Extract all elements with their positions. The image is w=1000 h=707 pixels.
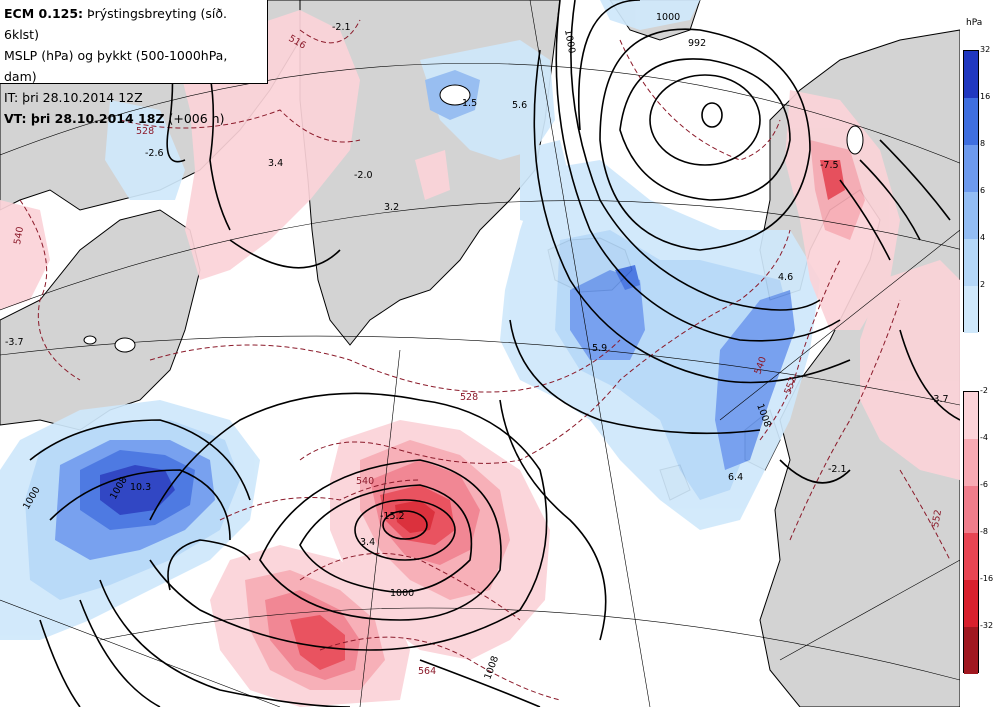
fall-swatch [964, 439, 978, 486]
valid-time-label: VT: þri 28.10.2014 18Z [4, 111, 165, 126]
fall-tick: -16 [980, 574, 994, 583]
value-label: 3.4 [268, 158, 283, 169]
value-label: -3.7 [5, 337, 24, 348]
lake-outlines [83, 84, 864, 353]
forecast-hour: (+006 h) [168, 111, 225, 126]
value-label: -7.5 [820, 160, 839, 171]
rise-tick: 16 [980, 92, 991, 101]
init-time: IT: þri 28.10.2014 12Z [4, 90, 143, 105]
value-label: -2.1 [828, 464, 847, 475]
isobar-label: 1000 [656, 12, 680, 23]
isobars [29, 0, 961, 707]
value-label: 3.4 [360, 537, 375, 548]
rise-swatch [964, 145, 978, 192]
fall-tick: -4 [980, 433, 988, 442]
thickness-label: 540 [356, 476, 374, 487]
thickness-label: 564 [418, 666, 436, 677]
fall-tick: -2 [980, 386, 988, 395]
isobar-label: 1000 [390, 588, 414, 599]
value-label: 4.6 [778, 272, 793, 283]
product-name: Þrýstingsbreyting (síð. 6klst) [4, 6, 227, 42]
fall-swatch [964, 392, 978, 439]
map-title-box: ECM 0.125: Þrýstingsbreyting (síð. 6klst… [0, 0, 268, 126]
pressure-rise-shading [0, 0, 820, 640]
thickness-contours [19, 19, 951, 701]
fall-swatch [964, 486, 978, 533]
value-label: 5.9 [592, 343, 607, 354]
rise-tick: 8 [980, 139, 986, 148]
value-label: 3.2 [384, 202, 399, 213]
value-label: -2.1 [332, 22, 351, 33]
rise-tick: 2 [980, 280, 986, 289]
isobar-label: 1000 [562, 29, 577, 55]
thickness-label: 528 [460, 392, 478, 403]
value-label: 5.6 [512, 100, 527, 111]
thickness-label: 528 [136, 126, 154, 137]
colorbar-legend: hPa 32 16 8 6 4 2 -2 -4 -6 -8 -16 -32 [960, 0, 1000, 707]
rise-swatch [964, 98, 978, 145]
rise-swatch [964, 286, 978, 333]
rise-swatch [964, 239, 978, 286]
rise-swatch [964, 192, 978, 239]
colorbar-fall [963, 391, 979, 674]
rise-swatch [964, 51, 978, 98]
legend-unit: hPa [966, 18, 983, 28]
fall-swatch [964, 580, 978, 627]
thickness-label: 540 [12, 226, 26, 246]
rise-tick: 4 [980, 233, 986, 242]
rise-tick: 32 [980, 45, 991, 54]
value-label: -2.6 [145, 148, 164, 159]
fall-tick: -32 [980, 621, 994, 630]
title-line-1: ECM 0.125: Þrýstingsbreyting (síð. 6klst… [4, 3, 263, 45]
fall-tick: -6 [980, 480, 988, 489]
thickness-label: 552 [930, 509, 944, 529]
rise-tick: 6 [980, 186, 986, 195]
value-label: -2.0 [354, 170, 373, 181]
fall-swatch [964, 533, 978, 580]
rise-area-greenland-east [420, 40, 555, 160]
value-label: 6.4 [728, 472, 743, 483]
valid-time: VT: þri 28.10.2014 18Z (+006 h) [4, 108, 263, 129]
colorbar-rise [963, 50, 979, 333]
model-name: ECM 0.125: [4, 6, 84, 21]
value-label: -3.7 [930, 394, 949, 405]
value-label: 1.5 [462, 98, 477, 109]
fall-swatch [964, 627, 978, 674]
value-label: 10.3 [130, 482, 151, 493]
isobar-label: 992 [688, 38, 706, 49]
title-line-2: MSLP (hPa) og þykkt (500-1000hPa, dam) [4, 48, 228, 84]
fall-tick: -8 [980, 527, 988, 536]
value-label: -15.2 [380, 511, 405, 522]
value-labels: -2.1 -2.6 3.4 -2.0 3.2 -3.7 1.5 5.6 5.9 … [5, 22, 949, 548]
